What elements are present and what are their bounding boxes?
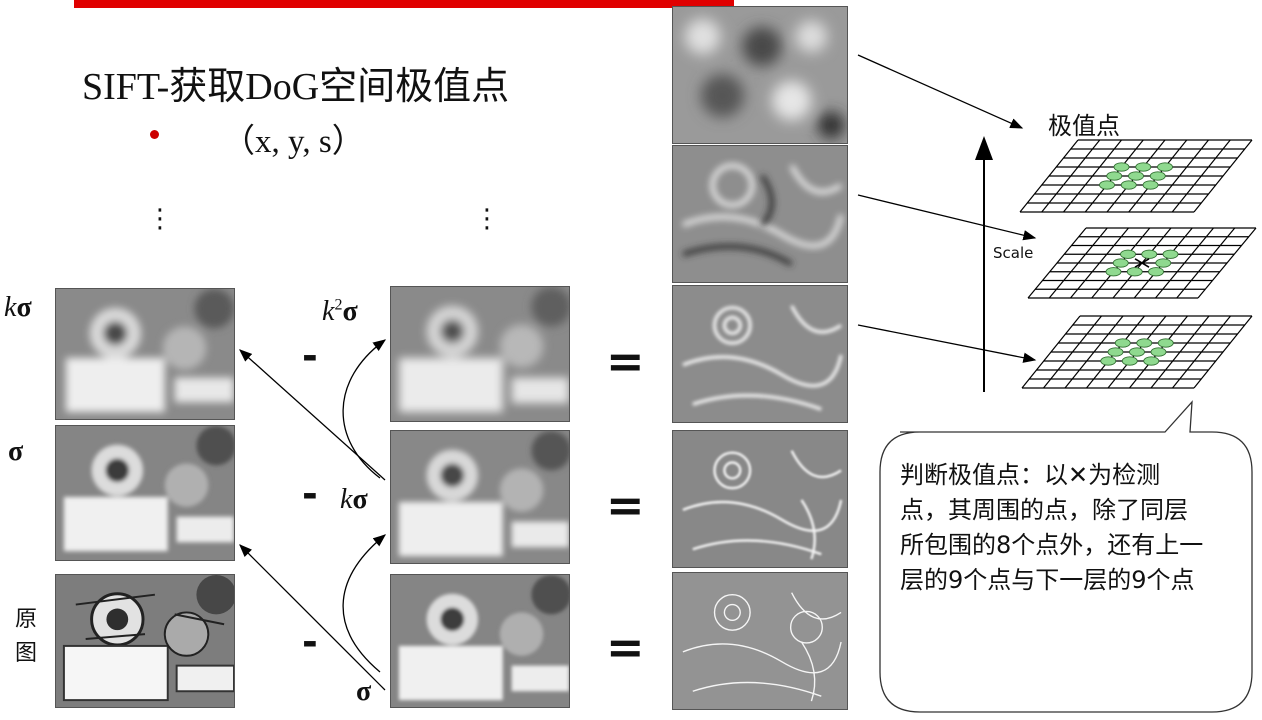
equals-sign-top: = (606, 334, 645, 388)
grid-line (1172, 315, 1231, 389)
curved-arrow-upper (342, 339, 387, 479)
neighbor-keypoint (1148, 267, 1164, 277)
neighbor-keypoint (1113, 162, 1130, 172)
neighbor-keypoint (1157, 338, 1174, 348)
middle-label-sigma: σ (356, 676, 372, 707)
grid-layer-top (1019, 139, 1253, 213)
dog-to-middle-layer-arrow (857, 194, 1037, 241)
slide-title: SIFT-获取DoG空间极值点 (82, 66, 510, 108)
neighbor-keypoint (1120, 249, 1136, 259)
dog-image-4 (672, 430, 848, 568)
grid-line (1150, 139, 1209, 213)
subtract-arrow-lower (239, 544, 386, 691)
callout-bubble (879, 400, 1253, 713)
extrema-label: 极值点 (1048, 112, 1120, 140)
gaussian-image-sigma (55, 425, 235, 561)
neighbor-keypoint (1150, 347, 1167, 357)
equals-sign-middle: = (606, 478, 645, 532)
grid-line (1150, 315, 1210, 389)
neighbor-keypoint (1129, 347, 1145, 357)
neighbor-keypoint (1135, 162, 1152, 172)
neighbor-keypoint (1142, 180, 1159, 190)
scale-label: Scale (993, 244, 1034, 262)
grid-line (1171, 139, 1231, 213)
neighbor-keypoint (1141, 249, 1158, 259)
neighbor-keypoint (1106, 171, 1123, 181)
neighbor-keypoint (1099, 180, 1115, 190)
equals-sign-bottom: = (606, 620, 645, 674)
title-accent-bar (74, 0, 734, 8)
dog-to-bottom-layer-arrow (857, 324, 1037, 363)
callout-text: 判断极值点：以✕为检测点，其周围的点，除了同层所包围的8个点外，还有上一层的9个… (900, 461, 1204, 594)
dog-image-5 (672, 572, 848, 710)
grid-line (1193, 139, 1253, 213)
detection-point-x (1134, 258, 1150, 268)
left-label-sigma: σ (8, 436, 24, 467)
gaussian-image-sigma-middle (390, 574, 570, 708)
neighbor-keypoint (1136, 338, 1153, 348)
neighbor-keypoint (1112, 258, 1129, 268)
middle-column-ellipsis: ⋮ (474, 204, 500, 234)
gaussian-image-k-sigma (55, 288, 235, 420)
neighbor-keypoint (1162, 249, 1179, 259)
neighbor-keypoint (1121, 356, 1138, 366)
neighbor-keypoint (1126, 267, 1143, 277)
neighbor-keypoint (1157, 162, 1173, 172)
grid-line (1155, 227, 1214, 299)
original-image (55, 574, 235, 708)
neighbor-keypoint (1149, 171, 1166, 181)
dog-image-1 (672, 6, 848, 144)
gaussian-image-k-sigma-middle (390, 430, 570, 564)
bullet-dot (150, 130, 159, 139)
original-image-label: 原图 (14, 606, 37, 665)
left-label-k-sigma: kσ (4, 292, 32, 323)
middle-label-k2-sigma: k2σ (322, 296, 358, 327)
neighbor-keypoint (1143, 356, 1160, 366)
neighbor-keypoint (1107, 347, 1124, 357)
gaussian-image-k2-sigma (390, 286, 570, 422)
grid-layer-middle (1027, 227, 1257, 299)
grid-line (1193, 315, 1253, 389)
subtract-arrow-upper (239, 349, 386, 481)
neighbor-keypoint (1105, 267, 1122, 277)
grid-line (1176, 227, 1236, 299)
curved-arrow-lower (342, 534, 387, 673)
dog-to-top-layer-arrow (857, 54, 1024, 129)
minus-sign-top: - (302, 334, 318, 378)
grid-line (1197, 227, 1257, 299)
minus-sign-middle: - (302, 472, 318, 516)
bullet-coordinates: （x, y, s） (222, 124, 365, 160)
neighbor-keypoint (1120, 180, 1137, 190)
dog-image-2 (672, 145, 848, 283)
dog-image-3 (672, 285, 848, 423)
neighbor-keypoint (1155, 258, 1172, 268)
left-column-ellipsis: ⋮ (147, 204, 173, 234)
grid-layer-bottom (1021, 315, 1253, 389)
neighbor-keypoint (1100, 356, 1117, 366)
neighbor-keypoint (1114, 338, 1131, 348)
middle-label-k-sigma: kσ (340, 484, 368, 515)
neighbor-keypoint (1128, 171, 1144, 181)
minus-sign-bottom: - (302, 620, 318, 664)
